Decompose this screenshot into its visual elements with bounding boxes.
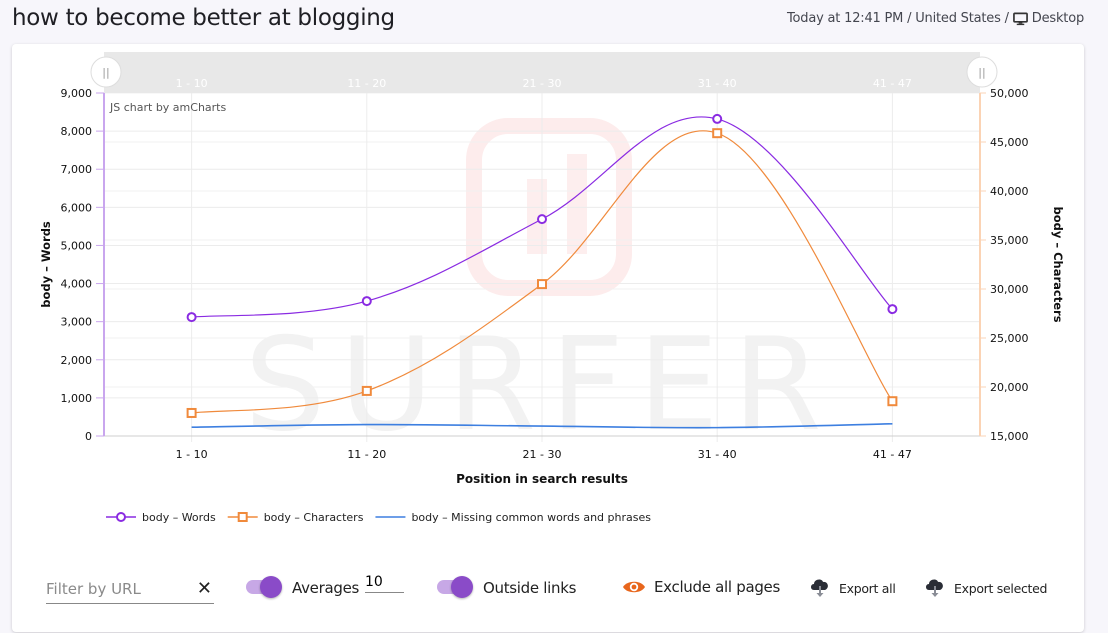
- watermark-logo-bar: [567, 154, 587, 254]
- series-line[interactable]: [191, 116, 893, 318]
- gridlines: [104, 92, 980, 442]
- report-meta-text: Today at 12:41 PM / United States /: [787, 11, 1009, 26]
- averages-count-input[interactable]: [365, 574, 404, 593]
- exclude-all-pages-label: Exclude all pages: [654, 578, 781, 596]
- legend-label: body – Words: [142, 511, 216, 524]
- scrollbar-label: 31 - 40: [698, 77, 737, 90]
- scrollbar-label: 11 - 20: [347, 77, 386, 90]
- cloud-download-icon: [811, 579, 828, 597]
- outside-links-label: Outside links: [483, 579, 577, 597]
- y2-tick-label: 15,000: [990, 430, 1029, 443]
- toggle-knob: [260, 576, 282, 598]
- scrollbar-label: 1 - 10: [176, 77, 208, 90]
- averages-toggle[interactable]: [246, 576, 282, 598]
- y2-axis-title: body – Characters: [1051, 206, 1065, 322]
- series-body-words[interactable]: [186, 113, 898, 323]
- device-label: Desktop: [1031, 11, 1084, 26]
- averages-label: Averages: [292, 579, 360, 597]
- chart-card: SURFER 1 - 10 11 - 20 21 - 30 31 - 40 41 - 47…: [12, 44, 1084, 632]
- watermark-text: SURFER: [244, 311, 835, 460]
- exclude-all-pages-button[interactable]: Exclude all pages: [622, 578, 780, 596]
- x-tick-label: 41 - 47: [873, 448, 912, 461]
- grip-icon: ||: [978, 66, 985, 79]
- data-point-square[interactable]: [537, 279, 547, 290]
- y2-tick-label: 30,000: [990, 283, 1029, 296]
- scrollbar-track[interactable]: [104, 52, 980, 93]
- x-tick-label: 11 - 20: [347, 448, 386, 461]
- legend-item[interactable]: body – Characters: [227, 511, 364, 524]
- series-line[interactable]: [191, 423, 893, 429]
- y2-tick-label: 20,000: [990, 381, 1029, 394]
- handle-circle[interactable]: [90, 56, 122, 88]
- chart-scrollbar[interactable]: 1 - 10 11 - 20 21 - 30 31 - 40 41 - 47 || ||: [90, 52, 998, 93]
- surfer-watermark: SURFER: [244, 118, 835, 460]
- x-tick-label: 1 - 10: [176, 448, 208, 461]
- amcharts-credit-link[interactable]: JS chart by amCharts: [109, 101, 226, 114]
- legend-circle-marker: [116, 512, 126, 522]
- series-body-missing-common-words-and-phrases[interactable]: [191, 423, 893, 429]
- legend-item[interactable]: body – Words: [106, 511, 216, 524]
- filter-by-url: ✕: [46, 576, 214, 604]
- legend-square-marker: [237, 512, 248, 522]
- export-selected-button[interactable]: Export selected: [924, 577, 1047, 599]
- y-tick-label: 5,000: [61, 239, 93, 252]
- clear-filter-icon[interactable]: ✕: [196, 578, 212, 599]
- line-chart[interactable]: SURFER 1 - 10 11 - 20 21 - 30 31 - 40 41 - 47…: [12, 44, 1084, 564]
- legend-item[interactable]: body – Missing common words and phrases: [375, 511, 651, 524]
- y-tick-label: 9,000: [61, 87, 93, 100]
- y-tick-label: 2,000: [61, 354, 93, 367]
- chart-legend: body – Words body – Characters body – Miss…: [106, 511, 651, 524]
- x-tick-label: 21 - 30: [523, 448, 562, 461]
- data-point-circle[interactable]: [887, 304, 898, 315]
- y-tick-label: 1,000: [61, 392, 93, 405]
- series-line[interactable]: [191, 130, 893, 414]
- outside-links-toggle[interactable]: [437, 576, 473, 598]
- y2-tick-label: 45,000: [990, 136, 1029, 149]
- toggle-knob: [451, 576, 473, 598]
- export-all-button[interactable]: Export all: [809, 577, 896, 599]
- y-tick-label: 6,000: [61, 201, 93, 214]
- desktop-monitor-icon: [1012, 12, 1028, 25]
- x-tick-label: 31 - 40: [698, 448, 737, 461]
- grip-icon: ||: [102, 66, 109, 79]
- scrollbar-label: 21 - 30: [523, 77, 562, 90]
- y-tick-label: 3,000: [61, 316, 93, 329]
- data-point-circle[interactable]: [712, 113, 723, 124]
- y-tick-label: 0: [85, 430, 92, 443]
- filter-url-input[interactable]: [46, 576, 186, 598]
- data-point-square[interactable]: [887, 396, 898, 407]
- y-axis-title: body – Words: [39, 221, 53, 308]
- data-point-square[interactable]: [712, 128, 723, 139]
- y-tick-label: 7,000: [61, 163, 93, 176]
- y2-tick-label: 35,000: [990, 234, 1029, 247]
- eye-icon: [623, 581, 645, 593]
- y2-tick-label: 40,000: [990, 185, 1029, 198]
- legend-label: body – Missing common words and phrases: [411, 511, 651, 524]
- export-all-label: Export all: [839, 580, 896, 596]
- x-axis-title: Position in search results: [456, 472, 628, 486]
- report-meta: Today at 12:41 PM / United States / Desk…: [787, 11, 1084, 26]
- scrollbar-handle-left[interactable]: ||: [90, 56, 122, 88]
- legend-label: body – Characters: [264, 511, 364, 524]
- scrollbar-label: 41 - 47: [873, 77, 912, 90]
- chart-controls: ✕ Averages Outside links Exclude all pag…: [12, 564, 1084, 614]
- export-selected-label: Export selected: [954, 580, 1048, 596]
- scrollbar-handle-right[interactable]: ||: [966, 56, 998, 88]
- series-body-characters[interactable]: [186, 128, 898, 418]
- data-point-circle[interactable]: [186, 312, 197, 323]
- data-point-circle[interactable]: [361, 296, 372, 307]
- handle-circle[interactable]: [966, 56, 998, 88]
- y2-tick-label: 50,000: [990, 87, 1029, 100]
- cloud-download-icon: [926, 579, 943, 597]
- data-point-square[interactable]: [186, 407, 197, 418]
- y-tick-label: 4,000: [61, 278, 93, 291]
- y2-tick-label: 25,000: [990, 332, 1029, 345]
- data-point-square[interactable]: [361, 385, 372, 396]
- page-title: how to become better at blogging: [12, 5, 395, 31]
- y-tick-label: 8,000: [61, 125, 93, 138]
- data-point-circle[interactable]: [537, 214, 547, 225]
